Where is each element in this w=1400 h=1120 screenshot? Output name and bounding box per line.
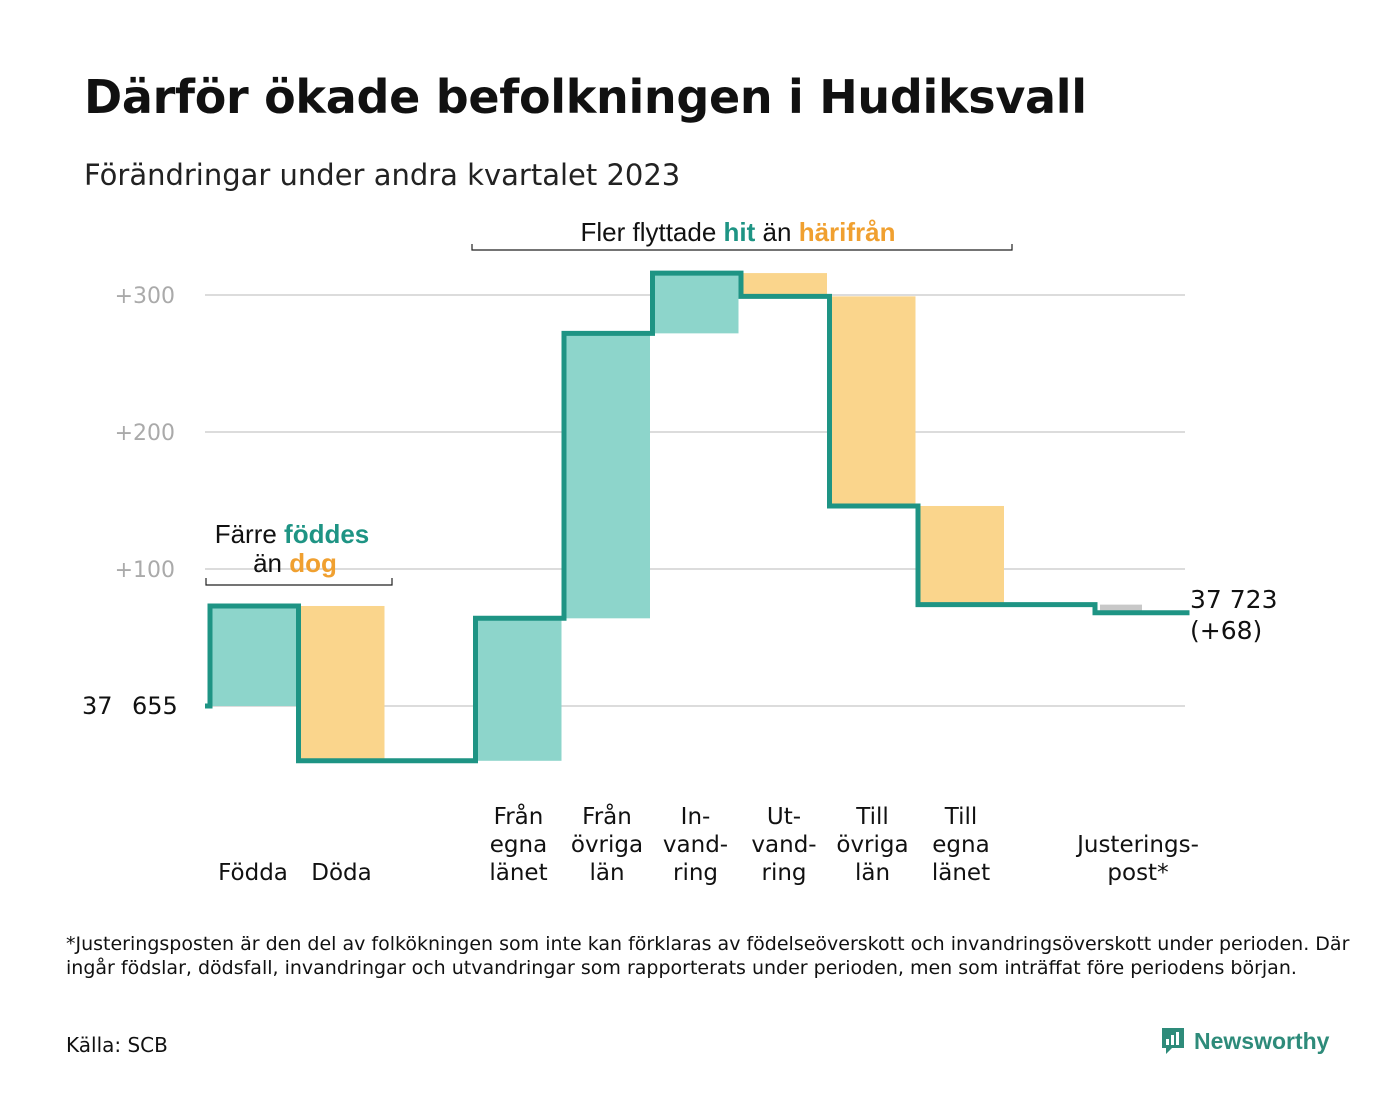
category-label: länet bbox=[932, 860, 990, 886]
source-note: Källa: SCB bbox=[66, 1033, 168, 1057]
annotation-word-teal: hit bbox=[724, 217, 756, 247]
bar-adjust bbox=[1100, 604, 1142, 613]
category-label: Justerings- bbox=[1075, 832, 1199, 858]
footnote: *Justeringsposten är den del av folkökni… bbox=[66, 933, 1350, 979]
category-label: Födda bbox=[218, 860, 288, 886]
category-label: Från bbox=[494, 802, 544, 830]
bar-increase bbox=[652, 273, 739, 334]
y-tick-label: +300 bbox=[115, 284, 175, 309]
category-label: vand- bbox=[663, 832, 728, 858]
category-label: vand- bbox=[751, 832, 816, 858]
category-label: övriga bbox=[571, 832, 643, 858]
annotation-word-orange: härifrån bbox=[799, 217, 896, 247]
category-label: län bbox=[589, 860, 624, 886]
bar-decrease bbox=[829, 296, 916, 506]
bar-decrease bbox=[298, 605, 385, 761]
category-label: länet bbox=[489, 860, 547, 886]
chart-title: Därför ökade befolkningen i Hudiksvall bbox=[84, 70, 1087, 124]
bar-decrease bbox=[741, 273, 827, 297]
y-tick-label: +100 bbox=[115, 558, 175, 583]
annotation-word: än bbox=[253, 548, 289, 578]
bar-increase bbox=[210, 605, 296, 706]
category-label: Till bbox=[855, 804, 889, 830]
brand-logo: Newsworthy bbox=[1160, 1026, 1329, 1056]
annotation-word-teal: föddes bbox=[284, 519, 369, 549]
category-label: län bbox=[855, 860, 890, 886]
category-label: Döda bbox=[311, 860, 371, 886]
category-label: egna bbox=[932, 832, 989, 858]
start-value-label-2: 655 bbox=[132, 692, 178, 720]
annotation-word: Fler flyttade bbox=[580, 217, 723, 247]
category-label: övriga bbox=[836, 832, 908, 858]
brand-name: Newsworthy bbox=[1194, 1027, 1330, 1054]
category-label: Ut- bbox=[767, 804, 801, 830]
bar-increase bbox=[475, 618, 562, 761]
y-tick-label: +200 bbox=[115, 421, 175, 446]
category-label: ring bbox=[673, 860, 718, 886]
annotation-moves-bracket bbox=[471, 244, 1013, 251]
cumulative-step-line bbox=[205, 270, 1190, 764]
annotation-word-orange: dog bbox=[289, 548, 337, 578]
end-value-label: 37 723 bbox=[1190, 585, 1277, 614]
chart-subtitle: Förändringar under andra kvartalet 2023 bbox=[84, 158, 681, 192]
category-label: Från bbox=[582, 802, 632, 830]
annotation-word: än bbox=[755, 217, 798, 247]
category-label: In- bbox=[681, 804, 711, 830]
annotation-word: Färre bbox=[215, 519, 284, 549]
annotation-births-line1: Färre föddes bbox=[215, 519, 370, 549]
annotation-moves: Fler flyttade hit än härifrån bbox=[580, 217, 895, 247]
category-label: egna bbox=[490, 832, 547, 858]
category-label: ring bbox=[761, 860, 806, 886]
end-change-label: (+68) bbox=[1190, 616, 1262, 645]
category-label: post* bbox=[1107, 860, 1168, 886]
bar-increase bbox=[564, 333, 650, 619]
bar-decrease bbox=[918, 505, 1004, 605]
annotation-births-line2: än dog bbox=[253, 548, 337, 578]
annotation-births-bracket bbox=[205, 578, 393, 586]
start-value-label: 37 bbox=[82, 692, 113, 720]
newsworthy-logo-icon bbox=[1162, 1028, 1184, 1054]
category-label: Till bbox=[944, 804, 978, 830]
